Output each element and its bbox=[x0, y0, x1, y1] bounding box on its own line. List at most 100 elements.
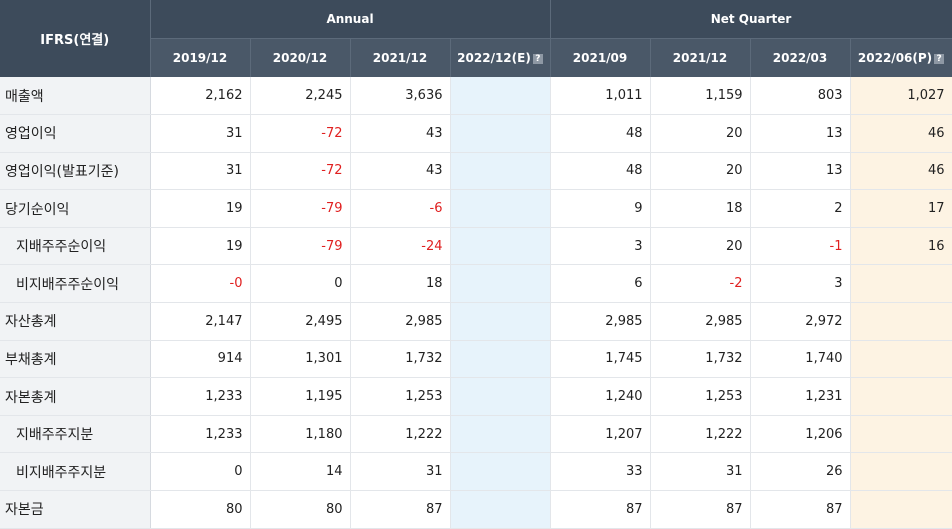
value-cell: 9 bbox=[550, 189, 651, 228]
value-cell: -6 bbox=[350, 189, 451, 228]
table-row: 매출액 2,162 2,245 3,636 1,011 1,159 803 1,027 bbox=[0, 77, 952, 116]
help-icon[interactable]: ? bbox=[532, 54, 543, 64]
period-label: 2022/12(E) bbox=[457, 51, 531, 65]
value-cell: 1,253 bbox=[350, 377, 451, 416]
period-header-estimate: 2022/12(E)? bbox=[450, 38, 551, 77]
table-header: IFRS(연결) Annual Net Quarter 2019/12 2020… bbox=[0, 0, 952, 77]
value-cell: 1,027 bbox=[850, 77, 952, 116]
value-cell: 6 bbox=[550, 264, 651, 304]
value-cell: -72 bbox=[250, 152, 351, 191]
table-row: 당기순이익 19 -79 -6 9 18 2 17 bbox=[0, 189, 952, 228]
value-cell bbox=[450, 152, 551, 191]
value-cell: 16 bbox=[850, 227, 952, 266]
row-label[interactable]: 부채총계 bbox=[0, 340, 151, 379]
value-cell: 31 bbox=[350, 452, 451, 492]
value-cell: 87 bbox=[650, 490, 751, 529]
value-cell: 1,253 bbox=[650, 377, 751, 416]
value-cell bbox=[450, 227, 551, 266]
value-cell: 31 bbox=[150, 114, 251, 153]
table-row: 영업이익 31 -72 43 48 20 13 46 bbox=[0, 114, 952, 153]
value-cell: 914 bbox=[150, 340, 251, 379]
value-cell: 43 bbox=[350, 152, 451, 191]
value-cell bbox=[450, 377, 551, 416]
value-cell bbox=[850, 302, 952, 341]
value-cell bbox=[450, 340, 551, 379]
value-cell: 1,233 bbox=[150, 415, 251, 454]
value-cell: 80 bbox=[150, 490, 251, 529]
row-label[interactable]: 매출액 bbox=[0, 77, 151, 116]
row-label[interactable]: 지배주주순이익 bbox=[0, 227, 151, 266]
value-cell: 2,162 bbox=[150, 77, 251, 116]
value-cell bbox=[450, 264, 551, 304]
value-cell: 3 bbox=[750, 264, 851, 304]
value-cell: 14 bbox=[250, 452, 351, 492]
value-cell: 31 bbox=[650, 452, 751, 492]
row-label[interactable]: 자산총계 bbox=[0, 302, 151, 341]
value-cell: 1,745 bbox=[550, 340, 651, 379]
value-cell: 1,732 bbox=[650, 340, 751, 379]
row-label[interactable]: 당기순이익 bbox=[0, 189, 151, 228]
row-label[interactable]: 자본금 bbox=[0, 490, 151, 529]
table-row: 부채총계 914 1,301 1,732 1,745 1,732 1,740 bbox=[0, 340, 952, 379]
row-label[interactable]: 비지배주주지분 bbox=[0, 452, 151, 492]
value-cell: -79 bbox=[250, 227, 351, 266]
value-cell: 87 bbox=[550, 490, 651, 529]
value-cell: 43 bbox=[350, 114, 451, 153]
value-cell: 3 bbox=[550, 227, 651, 266]
value-cell: 1,159 bbox=[650, 77, 751, 116]
value-cell: 2,972 bbox=[750, 302, 851, 341]
value-cell: 1,180 bbox=[250, 415, 351, 454]
value-cell: 1,207 bbox=[550, 415, 651, 454]
period-label: 2022/06(P) bbox=[857, 51, 933, 65]
value-cell: 13 bbox=[750, 114, 851, 153]
table-row: 자본총계 1,233 1,195 1,253 1,240 1,253 1,231 bbox=[0, 377, 952, 416]
row-label[interactable]: 지배주주지분 bbox=[0, 415, 151, 454]
value-cell: 1,231 bbox=[750, 377, 851, 416]
help-icon[interactable]: ? bbox=[934, 54, 945, 64]
table-row: 지배주주지분 1,233 1,180 1,222 1,207 1,222 1,206 bbox=[0, 415, 952, 454]
value-cell bbox=[450, 452, 551, 492]
value-cell bbox=[450, 302, 551, 341]
value-cell: 80 bbox=[250, 490, 351, 529]
value-cell: 2,245 bbox=[250, 77, 351, 116]
value-cell bbox=[450, 77, 551, 116]
value-cell: -0 bbox=[150, 264, 251, 304]
table-row: 영업이익(발표기준) 31 -72 43 48 20 13 46 bbox=[0, 152, 952, 191]
value-cell: 48 bbox=[550, 114, 651, 153]
value-cell: 48 bbox=[550, 152, 651, 191]
value-cell: 3,636 bbox=[350, 77, 451, 116]
table-row: 자본금 80 80 87 87 87 87 bbox=[0, 490, 952, 529]
value-cell: 1,732 bbox=[350, 340, 451, 379]
period-header: 2021/09 bbox=[550, 38, 651, 77]
value-cell: 803 bbox=[750, 77, 851, 116]
value-cell: 1,233 bbox=[150, 377, 251, 416]
period-header: 2022/03 bbox=[750, 38, 851, 77]
value-cell: 1,011 bbox=[550, 77, 651, 116]
row-label[interactable]: 영업이익 bbox=[0, 114, 151, 153]
value-cell: 0 bbox=[150, 452, 251, 492]
table-row: 비지배주주지분 0 14 31 33 31 26 bbox=[0, 452, 952, 492]
value-cell: 20 bbox=[650, 227, 751, 266]
value-cell: 1,222 bbox=[350, 415, 451, 454]
value-cell: 2,495 bbox=[250, 302, 351, 341]
value-cell: 13 bbox=[750, 152, 851, 191]
value-cell: 2,985 bbox=[650, 302, 751, 341]
value-cell: -1 bbox=[750, 227, 851, 266]
value-cell: 33 bbox=[550, 452, 651, 492]
row-label[interactable]: 비지배주주순이익 bbox=[0, 264, 151, 304]
value-cell: -79 bbox=[250, 189, 351, 228]
ifrs-basis-header: IFRS(연결) bbox=[0, 0, 151, 77]
value-cell: 20 bbox=[650, 114, 751, 153]
value-cell bbox=[850, 264, 952, 304]
value-cell: -24 bbox=[350, 227, 451, 266]
row-label[interactable]: 자본총계 bbox=[0, 377, 151, 416]
row-label[interactable]: 영업이익(발표기준) bbox=[0, 152, 151, 191]
value-cell bbox=[850, 452, 952, 492]
value-cell: 1,222 bbox=[650, 415, 751, 454]
value-cell bbox=[450, 189, 551, 228]
value-cell: 20 bbox=[650, 152, 751, 191]
value-cell: 1,206 bbox=[750, 415, 851, 454]
value-cell: 2 bbox=[750, 189, 851, 228]
value-cell: 87 bbox=[350, 490, 451, 529]
